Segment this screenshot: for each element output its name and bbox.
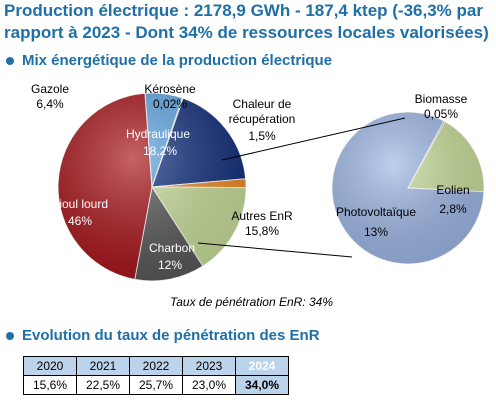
connector-bottom bbox=[197, 242, 353, 258]
label-fioul-value: 46% bbox=[68, 214, 92, 228]
label-kerosene-value: 0,02% bbox=[153, 97, 187, 111]
label-biomasse-name: Biomasse bbox=[415, 92, 468, 106]
section-mix-label: Mix énergétique de la production électri… bbox=[22, 52, 333, 69]
value-cell: 22,5% bbox=[76, 375, 130, 395]
label-charbon-name: Charbon bbox=[149, 241, 195, 255]
label-autres-enr-name: Autres EnR bbox=[231, 209, 293, 223]
label-chaleur-name-1: Chaleur de bbox=[233, 97, 292, 111]
value-cell: 23,0% bbox=[182, 375, 236, 395]
label-photovoltaique-value: 13% bbox=[364, 225, 388, 239]
year-cell: 2021 bbox=[76, 356, 130, 376]
label-chaleur-value: 1,5% bbox=[248, 129, 276, 143]
year-cell: 2022 bbox=[129, 356, 183, 376]
section-evolution-label: Evolution du taux de pénétration des EnR bbox=[22, 327, 320, 344]
label-eolien-value: 2,8% bbox=[439, 202, 467, 216]
pie-connectors bbox=[197, 117, 406, 258]
evolution-table: 2020 2021 2022 2023 2024 15,6% 22,5% 25,… bbox=[23, 356, 289, 395]
bullet-icon bbox=[6, 56, 14, 65]
table-row-values: 15,6% 22,5% 25,7% 23,0% 34,0% bbox=[23, 375, 289, 395]
penetration-note: Taux de pénétration EnR: 34% bbox=[170, 295, 334, 309]
page-title: Production électrique : 2178,9 GWh - 187… bbox=[4, 1, 489, 42]
year-cell-highlight: 2024 bbox=[235, 356, 289, 376]
label-biomasse-value: 0,05% bbox=[424, 107, 458, 121]
label-photovoltaique-name: Photovoltaïque bbox=[336, 205, 416, 219]
label-gazole-value: 6,4% bbox=[36, 97, 64, 111]
year-cell: 2023 bbox=[182, 356, 236, 376]
label-hydraulique-name: Hydraulique bbox=[126, 127, 190, 141]
section-mix-heading: Mix énergétique de la production électri… bbox=[4, 52, 332, 70]
label-charbon-value: 12% bbox=[158, 258, 182, 272]
bullet-icon bbox=[6, 331, 14, 340]
label-gazole-name: Gazole bbox=[31, 82, 69, 96]
table-row-years: 2020 2021 2022 2023 2024 bbox=[23, 356, 289, 376]
label-hydraulique-value: 18,2% bbox=[143, 144, 177, 158]
energy-mix-charts: Gazole 6,4% Kérosène 0,02% Hydraulique 1… bbox=[31, 82, 485, 282]
section-evolution-heading: Evolution du taux de pénétration des EnR bbox=[4, 327, 320, 345]
year-cell: 2020 bbox=[23, 356, 77, 376]
label-autres-enr-value: 15,8% bbox=[245, 224, 279, 238]
value-cell: 15,6% bbox=[23, 375, 77, 395]
label-kerosene-name: Kérosène bbox=[144, 82, 196, 96]
label-fioul-name: Fioul lourd bbox=[52, 197, 108, 211]
value-cell: 25,7% bbox=[129, 375, 183, 395]
label-eolien-name: Eolien bbox=[436, 183, 469, 197]
value-cell-highlight: 34,0% bbox=[235, 375, 289, 395]
connector-top bbox=[221, 117, 406, 161]
pie-labels: Gazole 6,4% Kérosène 0,02% Hydraulique 1… bbox=[31, 82, 470, 272]
slice-fioul-lourd bbox=[57, 92, 153, 281]
label-chaleur-name-2: récupération bbox=[229, 112, 296, 126]
